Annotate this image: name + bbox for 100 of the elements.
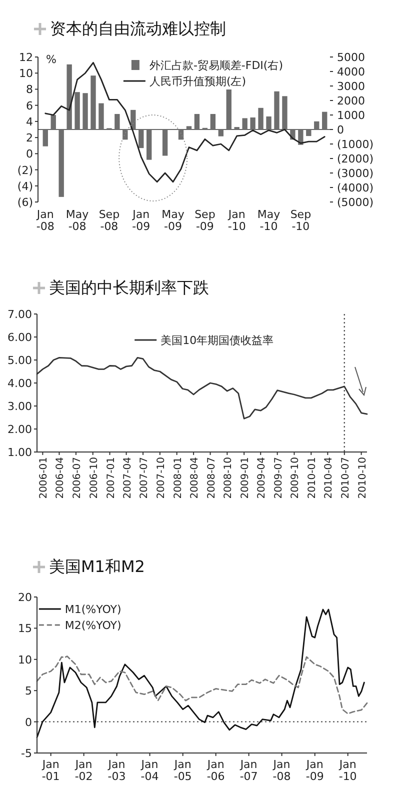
x-tick-label: Jan -10: [338, 758, 357, 784]
y-tick-label: 4: [26, 115, 33, 128]
x-tick-label: May -09: [162, 208, 185, 234]
bar: [298, 130, 304, 145]
y-tick-label: 10: [18, 653, 32, 666]
x-tick-label: May -10: [257, 208, 281, 234]
x-tick-label: 2006-04: [55, 457, 66, 499]
x-tick-label: Jan -02: [74, 758, 93, 784]
x-tick-label: Sep -10: [290, 208, 312, 234]
bar: [66, 64, 72, 130]
bar: [122, 130, 128, 140]
x-tick-label: 2007-01: [106, 457, 117, 499]
y-tick-label: 1.00: [8, 446, 32, 459]
x-tick-label: 2006-07: [72, 457, 83, 499]
bar: [74, 92, 80, 130]
bar: [314, 121, 320, 130]
x-tick-label: Sep -09: [194, 208, 216, 234]
bar: [266, 116, 272, 130]
y-tick-label: 15: [18, 622, 32, 636]
x-tick-label: 2007-07: [139, 457, 150, 499]
bar: [186, 126, 192, 130]
x-tick-label: 2008-10: [223, 457, 234, 499]
y2-tick-label: 1000: [337, 109, 365, 122]
legend-label: 人民币升值预期(左): [149, 75, 246, 88]
x-tick-label: 2010-04: [324, 457, 335, 499]
y2-tick-label: (5000): [337, 196, 374, 209]
x-tick-label: 2010-01: [307, 457, 318, 499]
x-tick-label: 2006-10: [88, 457, 100, 499]
x-tick-label: Jan -07: [239, 758, 258, 784]
x-tick-label: 2009-01: [240, 457, 252, 499]
y-tick-label: 12: [19, 51, 33, 64]
x-tick-label: Jan -05: [173, 758, 192, 784]
legend-label: M2(%YOY): [64, 619, 122, 632]
x-tick-label: 2010-10: [357, 457, 368, 499]
y-tick-label: (2): [17, 164, 33, 177]
y2-tick-label: 2000: [337, 94, 365, 108]
chart-title: 美国M1和M2: [49, 557, 145, 576]
y-tick-label: -5: [21, 747, 32, 760]
x-tick-label: Jan -09: [132, 208, 150, 234]
y2-tick-label: 4000: [337, 66, 365, 78]
bar: [138, 130, 144, 148]
bar: [210, 114, 216, 130]
x-tick-label: 2007-04: [122, 457, 134, 499]
y-tick-label: 10: [19, 67, 33, 80]
x-tick-label: May -08: [66, 208, 90, 234]
bar: [146, 130, 152, 160]
y2-tick-label: (4000): [337, 182, 374, 194]
y-tick-label: 5: [25, 684, 32, 698]
y-axis-title: %: [46, 53, 56, 66]
bar: [242, 118, 248, 130]
y-tick-label: 8: [26, 83, 33, 96]
bar: [322, 112, 328, 130]
line-series: [44, 62, 326, 183]
line-series: [36, 656, 368, 714]
y2-tick-label: 0: [337, 124, 344, 136]
bar: [306, 130, 312, 136]
bar: [42, 130, 48, 146]
y-tick-label: 4.00: [8, 377, 32, 390]
y2-tick-label: 3000: [337, 80, 365, 93]
x-tick-label: Jan -01: [41, 758, 60, 784]
x-tick-label: Jan -08: [272, 758, 291, 784]
y-tick-label: 2.00: [8, 423, 32, 436]
x-tick-label: 2007-10: [156, 457, 167, 499]
bar: [98, 103, 104, 130]
bar: [226, 89, 232, 130]
y-tick-label: (4): [17, 180, 33, 193]
x-tick-label: Jan -10: [227, 208, 246, 234]
x-tick-label: 2009-07: [273, 457, 284, 499]
bar: [282, 96, 288, 130]
x-tick-label: Jan -06: [206, 758, 225, 784]
bar: [274, 91, 280, 130]
bar: [162, 130, 168, 156]
legend-label: M1(%YOY): [64, 603, 122, 616]
x-tick-label: 2009-04: [256, 457, 268, 499]
x-tick-label: Sep -08: [98, 208, 120, 234]
bar: [114, 114, 120, 130]
y2-tick-label: (1000): [337, 138, 374, 151]
x-tick-label: 2008-04: [190, 457, 201, 499]
bar: [258, 108, 264, 130]
chart-title: 资本的自由流动难以控制: [50, 19, 226, 38]
bar: [218, 130, 224, 136]
y-tick-label: 7.00: [8, 308, 32, 321]
y-tick-label: 2: [26, 132, 33, 145]
y-tick-label: (6): [17, 196, 33, 209]
y-tick-label: 0: [26, 148, 33, 161]
bar: [250, 117, 256, 130]
x-tick-label: 2008-07: [206, 457, 218, 499]
x-tick-label: Jan -08: [36, 208, 54, 234]
x-tick-label: 2009-10: [290, 457, 302, 499]
y-tick-label: 3.00: [8, 400, 32, 413]
y-tick-label: 6.00: [8, 331, 32, 344]
x-tick-label: Jan -09: [305, 758, 324, 784]
x-tick-label: 2008-01: [172, 457, 184, 499]
y-tick-label: 5.00: [8, 354, 32, 367]
x-tick-label: Jan -04: [140, 758, 159, 784]
chart-title: 美国的中长期利率下跌: [49, 278, 209, 297]
y-tick-label: 6: [26, 99, 33, 112]
x-tick-label: Jan -03: [107, 758, 126, 784]
bar: [82, 93, 88, 130]
y-tick-label: 20: [18, 591, 32, 604]
